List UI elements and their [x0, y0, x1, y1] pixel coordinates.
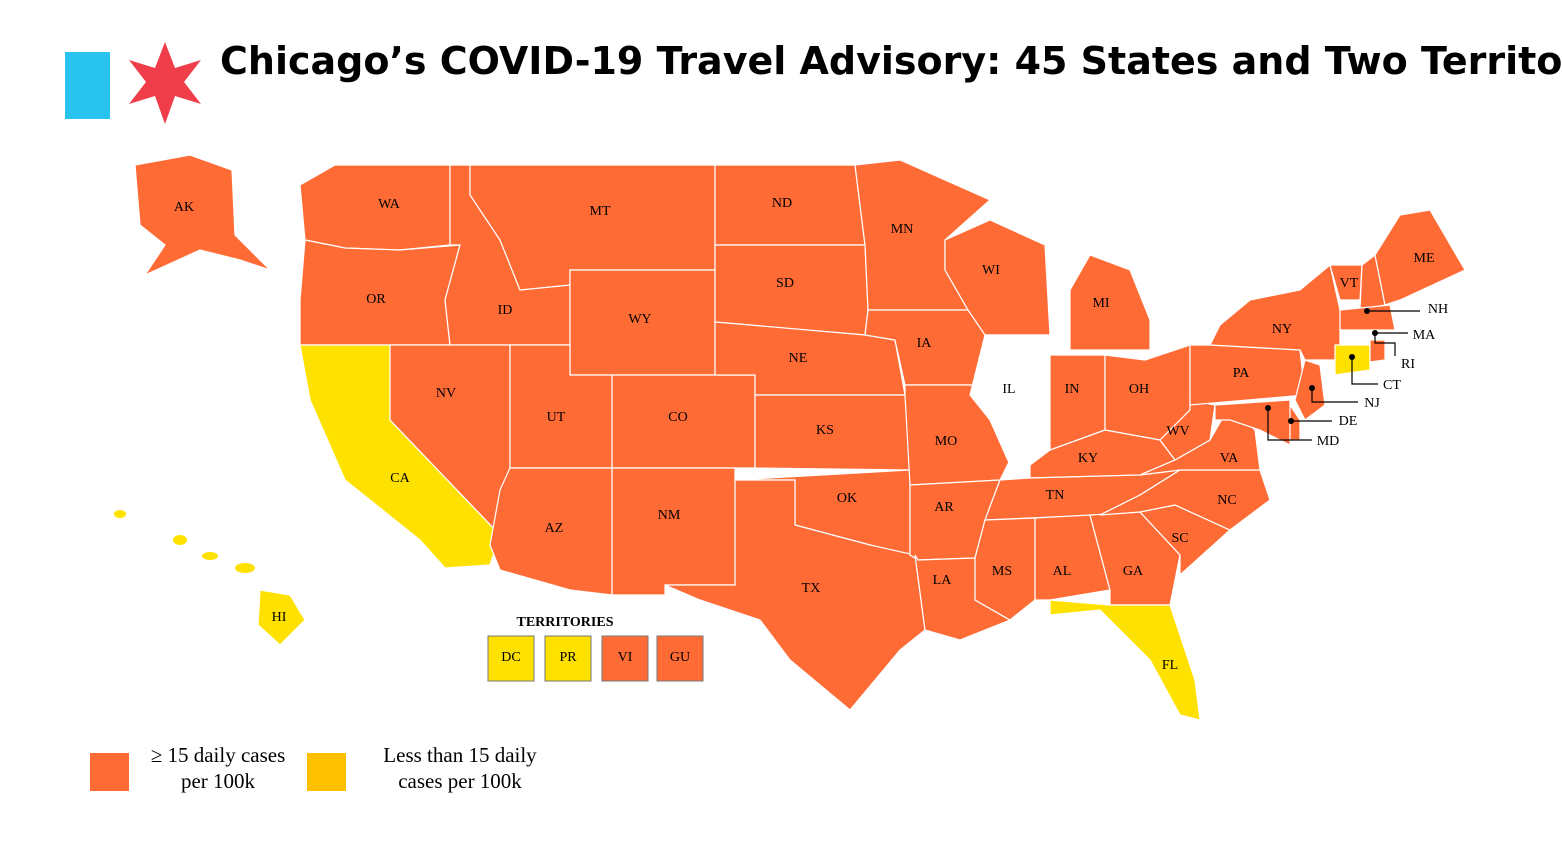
state-label: LA — [933, 573, 953, 588]
state-label: SD — [776, 276, 794, 291]
territory-label: PR — [559, 650, 577, 665]
state-label: CA — [390, 471, 410, 486]
state — [969, 334, 1051, 466]
state-label: MA — [1413, 328, 1436, 343]
island — [173, 535, 187, 545]
states — [114, 154, 1466, 721]
state-label: MN — [891, 222, 914, 237]
state-label: WV — [1166, 424, 1189, 439]
state-label: TX — [802, 581, 821, 596]
state-label: OH — [1129, 382, 1149, 397]
state-label: VA — [1220, 451, 1239, 466]
legend-text: Less than 15 daily — [383, 743, 537, 767]
state-label: OR — [366, 292, 386, 307]
territory-box — [601, 635, 649, 682]
leader-lines — [1267, 310, 1420, 441]
state — [134, 154, 271, 277]
state-label: HI — [272, 610, 287, 625]
state-label: NY — [1272, 322, 1292, 337]
state — [1214, 399, 1291, 446]
state-label: UT — [547, 410, 566, 425]
state-label: NC — [1217, 493, 1236, 508]
logo-star — [129, 42, 201, 124]
state-label: AL — [1053, 564, 1072, 579]
state-label: MD — [1317, 434, 1340, 449]
state-label: MS — [992, 564, 1012, 579]
state-label: CT — [1383, 378, 1401, 393]
state-label: AK — [174, 200, 194, 215]
leader-dots — [1265, 308, 1378, 424]
state-label: WY — [628, 312, 651, 327]
state-label: NH — [1428, 302, 1448, 317]
territory-box — [656, 635, 704, 682]
state-label: MO — [935, 434, 958, 449]
state — [299, 164, 451, 251]
state-label: ND — [772, 196, 792, 211]
state — [611, 467, 736, 596]
territory-label: DC — [501, 650, 520, 665]
state-label: IA — [917, 336, 933, 351]
island — [114, 510, 126, 518]
state-label: IL — [1002, 382, 1015, 397]
logo-bar — [65, 52, 110, 119]
state-label: ME — [1414, 251, 1435, 266]
territory-box — [544, 635, 592, 682]
state-label: AZ — [545, 521, 564, 536]
state-label: NV — [436, 386, 456, 401]
state-label: NM — [658, 508, 681, 523]
legend-text: ≥ 15 daily cases — [151, 743, 286, 767]
state-label: RI — [1401, 357, 1415, 372]
island — [235, 563, 255, 573]
territories-title: TERRITORIES — [516, 615, 613, 630]
state-label: OK — [837, 491, 857, 506]
state-label: MI — [1092, 296, 1109, 311]
state-label: VT — [1340, 276, 1359, 291]
state-label: CO — [668, 410, 687, 425]
state-label: WA — [378, 197, 401, 212]
state — [1034, 514, 1111, 601]
state-label: DE — [1339, 414, 1358, 429]
legend-text: cases per 100k — [398, 769, 522, 793]
state-label: PA — [1233, 366, 1251, 381]
territory-label: GU — [670, 650, 690, 665]
state — [1049, 599, 1201, 721]
state-label: KY — [1078, 451, 1098, 466]
state-label: FL — [1162, 658, 1178, 673]
state — [1069, 254, 1151, 351]
state — [257, 589, 306, 646]
state-label: NE — [789, 351, 808, 366]
state-label: WI — [982, 263, 1000, 278]
state-label: MT — [590, 204, 611, 219]
state-label: NJ — [1364, 396, 1380, 411]
state-label: GA — [1123, 564, 1144, 579]
island — [202, 552, 218, 560]
state-label: AR — [934, 500, 954, 515]
state-label: KS — [816, 423, 834, 438]
legend-swatch — [90, 753, 129, 791]
legend-text: per 100k — [181, 769, 256, 793]
state-label: SC — [1171, 531, 1188, 546]
legend-swatch — [307, 753, 346, 791]
state-label: IN — [1065, 382, 1080, 397]
state — [1369, 339, 1386, 363]
state-label: TN — [1046, 488, 1065, 503]
state-label: ID — [498, 303, 513, 318]
territory-label: VI — [618, 650, 633, 665]
territory-box — [487, 635, 535, 682]
title: Chicago’s COVID-19 Travel Advisory: 45 S… — [220, 39, 1562, 83]
state — [1209, 263, 1341, 361]
